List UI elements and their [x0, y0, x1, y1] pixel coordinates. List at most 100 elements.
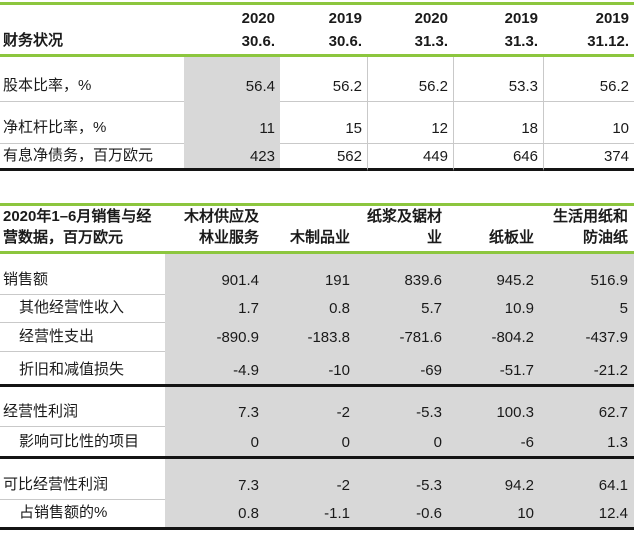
t1-year-header: 2019	[280, 2, 367, 29]
financial-position-table: 2020 2019 2020 2019 2019 财务状况 30.6. 30.6…	[0, 2, 634, 171]
t1-section-title: 财务状况	[0, 29, 184, 57]
t2-row-label: 影响可比性的项目	[0, 427, 165, 459]
table-row: 经营性利润 7.3 -2 -5.3 100.3 62.7	[0, 387, 634, 427]
t2-value: 0	[165, 427, 265, 459]
t1-value: 56.2	[280, 57, 367, 102]
t1-value: 646	[453, 144, 543, 171]
table-row: 可比经营性利润 7.3 -2 -5.3 94.2 64.1	[0, 459, 634, 500]
t1-value: 18	[453, 102, 543, 144]
t1-value: 53.3	[453, 57, 543, 102]
t1-row-label: 股本比率，%	[0, 57, 184, 102]
t2-value: 839.6	[356, 254, 448, 295]
t2-title-line: 2020年1–6月销售与经	[3, 208, 152, 225]
t1-header-spacer	[0, 2, 184, 29]
sales-operations-table: 2020年1–6月销售与经 营数据，百万欧元 木材供应及 林业服务 木制品业 纸…	[0, 203, 634, 530]
t2-value: 62.7	[540, 387, 634, 427]
t1-date-header: 31.3.	[453, 29, 543, 57]
t2-value: 0	[356, 427, 448, 459]
t2-value: 7.3	[165, 459, 265, 500]
t2-column-header-wood-supply: 木材供应及 林业服务	[165, 203, 265, 254]
t2-value: 5.7	[356, 295, 448, 323]
t2-value: -69	[356, 352, 448, 387]
t1-date-header: 31.3.	[367, 29, 453, 57]
t2-row-label: 经营性支出	[0, 323, 165, 352]
table-row: 影响可比性的项目 0 0 0 -6 1.3	[0, 427, 634, 459]
t1-value: 12	[367, 102, 453, 144]
t1-value: 10	[543, 102, 634, 144]
t2-value: -5.3	[356, 459, 448, 500]
t2-value: -437.9	[540, 323, 634, 352]
t2-value: -2	[265, 459, 356, 500]
t2-row-label: 经营性利润	[0, 387, 165, 427]
t2-value: 1.3	[540, 427, 634, 459]
t1-date-header: 30.6.	[280, 29, 367, 57]
table-row: 占销售额的% 0.8 -1.1 -0.6 10 12.4	[0, 500, 634, 530]
t2-value: -6	[448, 427, 540, 459]
t1-row-label: 净杠杆比率，%	[0, 102, 184, 144]
t2-value: 0	[265, 427, 356, 459]
t2-row-label: 占销售额的%	[0, 500, 165, 530]
t2-value: -21.2	[540, 352, 634, 387]
t2-value: -4.9	[165, 352, 265, 387]
t1-value: 15	[280, 102, 367, 144]
t2-value: 5	[540, 295, 634, 323]
t1-year-header: 2019	[453, 2, 543, 29]
t1-value: 11	[184, 102, 280, 144]
t2-value: 0.8	[265, 295, 356, 323]
t2-column-header-pulp-sawn: 纸浆及锯材 业	[356, 203, 448, 254]
t2-column-header-wood-products: 木制品业	[265, 203, 356, 254]
t1-year-header: 2020	[184, 2, 280, 29]
t1-date-header: 31.12.	[543, 29, 634, 57]
t2-value: -5.3	[356, 387, 448, 427]
t1-year-header: 2020	[367, 2, 453, 29]
table-row: 经营性支出 -890.9 -183.8 -781.6 -804.2 -437.9	[0, 323, 634, 352]
t1-value: 56.2	[543, 57, 634, 102]
table-row: 销售额 901.4 191 839.6 945.2 516.9	[0, 254, 634, 295]
t2-value: 64.1	[540, 459, 634, 500]
t2-column-header-tissue-greaseproof: 生活用纸和 防油纸	[540, 203, 634, 254]
t2-value: 12.4	[540, 500, 634, 530]
table-row: 其他经营性收入 1.7 0.8 5.7 10.9 5	[0, 295, 634, 323]
t2-value: -781.6	[356, 323, 448, 352]
t2-value: -804.2	[448, 323, 540, 352]
t2-table-title: 2020年1–6月销售与经 营数据，百万欧元	[0, 203, 165, 254]
t2-value: 0.8	[165, 500, 265, 530]
t2-row-label: 可比经营性利润	[0, 459, 165, 500]
t2-value: -10	[265, 352, 356, 387]
t2-column-header-paperboard: 纸板业	[448, 203, 540, 254]
t2-title-line: 营数据，百万欧元	[3, 229, 124, 246]
t2-value: 1.7	[165, 295, 265, 323]
t1-date-header: 30.6.	[184, 29, 280, 57]
t1-value: 56.4	[184, 57, 280, 102]
t2-value: 94.2	[448, 459, 540, 500]
t1-value: 562	[280, 144, 367, 171]
t1-value: 449	[367, 144, 453, 171]
t2-value: -51.7	[448, 352, 540, 387]
t1-value: 374	[543, 144, 634, 171]
t2-value: -2	[265, 387, 356, 427]
t2-value: 7.3	[165, 387, 265, 427]
t2-value: -1.1	[265, 500, 356, 530]
t1-value: 423	[184, 144, 280, 171]
t2-value: -183.8	[265, 323, 356, 352]
t1-value: 56.2	[367, 57, 453, 102]
t2-value: 100.3	[448, 387, 540, 427]
table-row: 有息净债务，百万欧元 423 562 449 646 374	[0, 144, 634, 171]
t2-value: -890.9	[165, 323, 265, 352]
t2-value: 516.9	[540, 254, 634, 295]
t2-value: 10.9	[448, 295, 540, 323]
table-row: 净杠杆比率，% 11 15 12 18 10	[0, 102, 634, 144]
t2-row-label: 折旧和减值损失	[0, 352, 165, 387]
table-row: 折旧和减值损失 -4.9 -10 -69 -51.7 -21.2	[0, 352, 634, 387]
t2-value: 945.2	[448, 254, 540, 295]
t2-value: -0.6	[356, 500, 448, 530]
t1-row-label: 有息净债务，百万欧元	[0, 144, 184, 171]
t2-value: 10	[448, 500, 540, 530]
t1-year-header: 2019	[543, 2, 634, 29]
t2-row-label: 销售额	[0, 254, 165, 295]
t2-row-label: 其他经营性收入	[0, 295, 165, 323]
table-row: 股本比率，% 56.4 56.2 56.2 53.3 56.2	[0, 57, 634, 102]
t2-value: 191	[265, 254, 356, 295]
t2-value: 901.4	[165, 254, 265, 295]
